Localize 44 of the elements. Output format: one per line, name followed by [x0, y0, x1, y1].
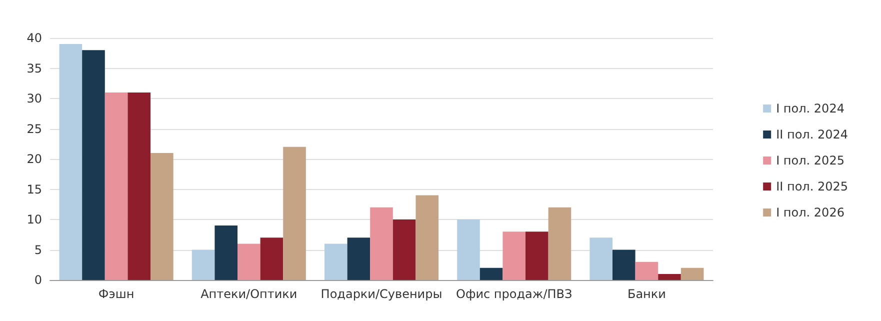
bar	[680, 268, 704, 280]
bar	[260, 238, 284, 280]
bar	[502, 232, 526, 280]
bar	[416, 195, 439, 280]
y-tick-label: 0	[34, 273, 42, 287]
bar	[370, 207, 393, 280]
y-tick-label: 10	[26, 212, 42, 226]
y-tick-label: 20	[26, 152, 42, 166]
bar	[214, 226, 238, 280]
x-tick-label: Офис продаж/ПВЗ	[456, 287, 572, 301]
bar	[324, 244, 348, 280]
legend-label: I пол. 2024	[776, 102, 844, 116]
bar	[612, 250, 636, 280]
legend-label: II пол. 2025	[776, 180, 848, 194]
x-tick-label: Фэшн	[98, 287, 134, 301]
bar	[59, 44, 82, 280]
bar	[635, 262, 658, 280]
bar	[104, 92, 128, 280]
y-tick-label: 35	[26, 61, 42, 76]
y-tick-label: 25	[26, 122, 42, 136]
bar	[658, 274, 681, 280]
bar	[128, 92, 151, 280]
y-tick-label: 40	[26, 31, 42, 45]
bar	[548, 207, 572, 280]
x-tick-label: Подарки/Сувениры	[320, 287, 442, 301]
bar	[590, 238, 612, 280]
bar	[283, 146, 306, 280]
legend-label: I пол. 2026	[776, 206, 844, 220]
y-tick-label: 5	[34, 242, 42, 257]
bar	[237, 244, 260, 280]
bar	[347, 238, 370, 280]
legend-label: I пол. 2025	[776, 154, 844, 168]
bar	[192, 250, 215, 280]
bar	[150, 152, 174, 280]
x-tick-label: Банки	[627, 287, 666, 301]
x-tick-label: Аптеки/Оптики	[200, 287, 298, 301]
y-tick-label: 15	[26, 182, 42, 196]
y-tick-label: 30	[26, 92, 42, 106]
bar	[82, 50, 105, 280]
bar	[457, 220, 480, 280]
legend-label: II пол. 2024	[776, 128, 848, 142]
bar	[526, 232, 548, 280]
bar	[392, 220, 416, 280]
bar	[480, 268, 503, 280]
